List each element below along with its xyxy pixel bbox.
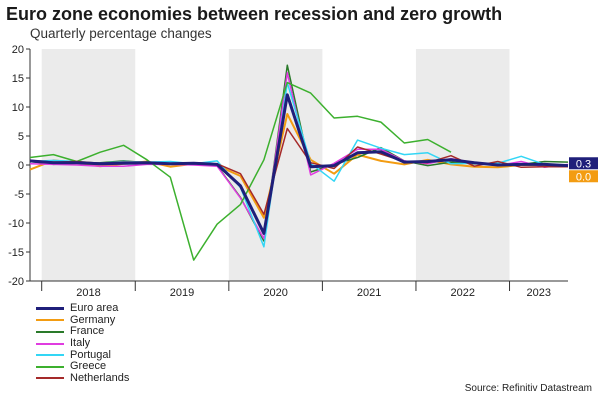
y-tick-label: -15	[8, 247, 24, 259]
legend-item: Greece	[36, 361, 129, 373]
y-tick-label: 15	[12, 73, 24, 85]
legend-label: Italy	[70, 337, 91, 350]
end-label-box	[569, 157, 598, 170]
legend-item: France	[36, 326, 129, 338]
series-line-euro-area	[29, 93, 569, 235]
y-tick-label: 20	[12, 44, 24, 56]
end-label: 0.0	[576, 171, 591, 183]
end-label: 0.3	[576, 158, 591, 170]
legend-item: Euro area	[36, 303, 129, 315]
legend-label: France	[70, 325, 105, 338]
legend-swatch	[36, 342, 64, 345]
legend-item: Germany	[36, 313, 129, 327]
chart-title: Euro zone economies between recession an…	[6, 4, 503, 24]
legend-label: Euro area	[70, 302, 119, 315]
legend-label: Netherlands	[70, 371, 130, 384]
legend-swatch	[36, 307, 64, 311]
y-tick-label: 0	[18, 160, 24, 172]
legend-swatch	[36, 377, 64, 380]
legend-label: Greece	[70, 360, 107, 373]
y-tick-label: -10	[8, 218, 24, 230]
legend-label: Germany	[70, 313, 116, 326]
legend-item: Portugal	[36, 349, 129, 361]
y-tick-label: 5	[18, 131, 24, 143]
x-tick-label: 2018	[76, 287, 100, 299]
y-tick-label: 10	[12, 102, 24, 114]
x-tick-label: 2022	[450, 287, 474, 299]
series-line-greece	[29, 81, 452, 261]
legend-item: Italy	[36, 338, 129, 350]
chart-legend: Euro area Germany France Italy Portugal Greec…	[36, 303, 129, 384]
chart-subtitle: Quarterly percentage changes	[30, 26, 212, 41]
legend-swatch	[36, 365, 64, 368]
legend-swatch	[36, 354, 64, 357]
end-label-box	[569, 170, 598, 183]
source-note: Source: Refinitiv Datastream	[464, 383, 592, 394]
x-tick-label: 2020	[263, 287, 287, 299]
y-tick-label: -5	[14, 189, 24, 201]
legend-label: Portugal	[70, 348, 111, 361]
x-tick-label: 2019	[170, 287, 194, 299]
legend-swatch	[36, 330, 64, 333]
legend-item: Netherlands	[36, 371, 130, 385]
legend-swatch	[36, 319, 64, 322]
x-tick-label: 2023	[527, 287, 551, 299]
x-tick-label: 2021	[357, 287, 381, 299]
y-tick-label: -20	[8, 276, 24, 288]
